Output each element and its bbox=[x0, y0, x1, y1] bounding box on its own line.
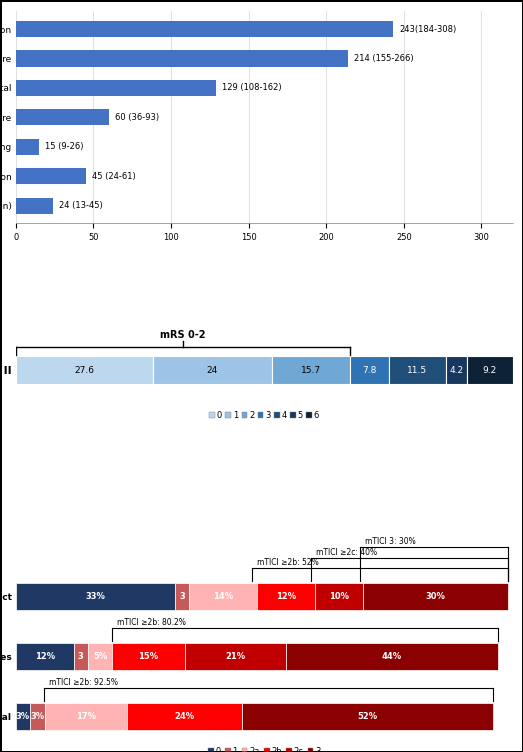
Text: 24: 24 bbox=[207, 365, 218, 374]
Bar bbox=[16, 138, 39, 155]
Text: 3: 3 bbox=[179, 593, 185, 602]
Bar bbox=[175, 584, 189, 610]
Bar bbox=[16, 356, 153, 384]
Text: 7.8: 7.8 bbox=[362, 365, 377, 374]
Bar bbox=[74, 643, 88, 670]
Text: 5%: 5% bbox=[93, 652, 107, 661]
Bar bbox=[242, 703, 493, 730]
Text: 21%: 21% bbox=[225, 652, 245, 661]
Bar bbox=[16, 50, 348, 67]
Text: 214 (155-266): 214 (155-266) bbox=[354, 54, 414, 63]
Text: 24 (13-45): 24 (13-45) bbox=[59, 202, 103, 211]
Text: 17%: 17% bbox=[76, 712, 96, 721]
Text: 52%: 52% bbox=[358, 712, 378, 721]
Legend: 0, 1, 2a, 2b, 2c, 3: 0, 1, 2a, 2b, 2c, 3 bbox=[204, 744, 324, 752]
Bar bbox=[44, 703, 127, 730]
Bar bbox=[315, 584, 363, 610]
Bar bbox=[272, 356, 350, 384]
Text: 30%: 30% bbox=[425, 593, 445, 602]
Bar bbox=[112, 643, 185, 670]
Bar bbox=[16, 198, 53, 214]
Bar bbox=[185, 643, 286, 670]
Bar bbox=[153, 356, 272, 384]
Bar bbox=[16, 21, 393, 37]
Text: 33%: 33% bbox=[85, 593, 105, 602]
Text: 45 (24-61): 45 (24-61) bbox=[92, 171, 135, 180]
Text: 15 (9-26): 15 (9-26) bbox=[45, 142, 84, 151]
Text: 11.5: 11.5 bbox=[407, 365, 427, 374]
Text: mTICI ≥2b: 92.5%: mTICI ≥2b: 92.5% bbox=[49, 678, 118, 687]
Bar bbox=[467, 356, 513, 384]
Text: 60 (36-93): 60 (36-93) bbox=[115, 113, 159, 122]
Bar bbox=[350, 356, 389, 384]
Bar bbox=[16, 584, 175, 610]
Text: 44%: 44% bbox=[382, 652, 402, 661]
Text: 4.2: 4.2 bbox=[449, 365, 463, 374]
Text: 3%: 3% bbox=[16, 712, 30, 721]
Text: 243(184-308): 243(184-308) bbox=[399, 25, 457, 34]
Text: 27.6: 27.6 bbox=[74, 365, 94, 374]
Text: 129 (108-162): 129 (108-162) bbox=[222, 83, 282, 92]
Bar bbox=[16, 80, 216, 96]
Legend: 0, 1, 2, 3, 4, 5, 6: 0, 1, 2, 3, 4, 5, 6 bbox=[206, 408, 322, 423]
Text: mTICI 3: 30%: mTICI 3: 30% bbox=[365, 537, 416, 546]
Text: mTICI ≥2c: 40%: mTICI ≥2c: 40% bbox=[316, 548, 377, 557]
Bar bbox=[127, 703, 242, 730]
Text: 14%: 14% bbox=[213, 593, 233, 602]
Bar bbox=[189, 584, 257, 610]
Bar bbox=[286, 643, 498, 670]
Bar bbox=[257, 584, 315, 610]
Text: mRS 0-2: mRS 0-2 bbox=[160, 330, 206, 340]
Text: mTICI ≥2b: 52%: mTICI ≥2b: 52% bbox=[257, 558, 319, 567]
Bar bbox=[363, 584, 508, 610]
Bar bbox=[16, 168, 86, 184]
Text: 15.7: 15.7 bbox=[301, 365, 321, 374]
Text: 3: 3 bbox=[78, 652, 84, 661]
Text: 15%: 15% bbox=[138, 652, 158, 661]
Text: 12%: 12% bbox=[276, 593, 296, 602]
Text: 12%: 12% bbox=[35, 652, 55, 661]
Text: 24%: 24% bbox=[175, 712, 195, 721]
Bar bbox=[16, 109, 109, 126]
Bar bbox=[16, 643, 74, 670]
Text: mTICI ≥2b: 80.2%: mTICI ≥2b: 80.2% bbox=[117, 618, 186, 627]
Bar bbox=[446, 356, 467, 384]
Bar bbox=[389, 356, 446, 384]
Text: 9.2: 9.2 bbox=[483, 365, 497, 374]
Bar bbox=[30, 703, 44, 730]
Bar bbox=[16, 703, 30, 730]
Text: 10%: 10% bbox=[329, 593, 349, 602]
Bar bbox=[88, 643, 112, 670]
Text: 3%: 3% bbox=[30, 712, 44, 721]
